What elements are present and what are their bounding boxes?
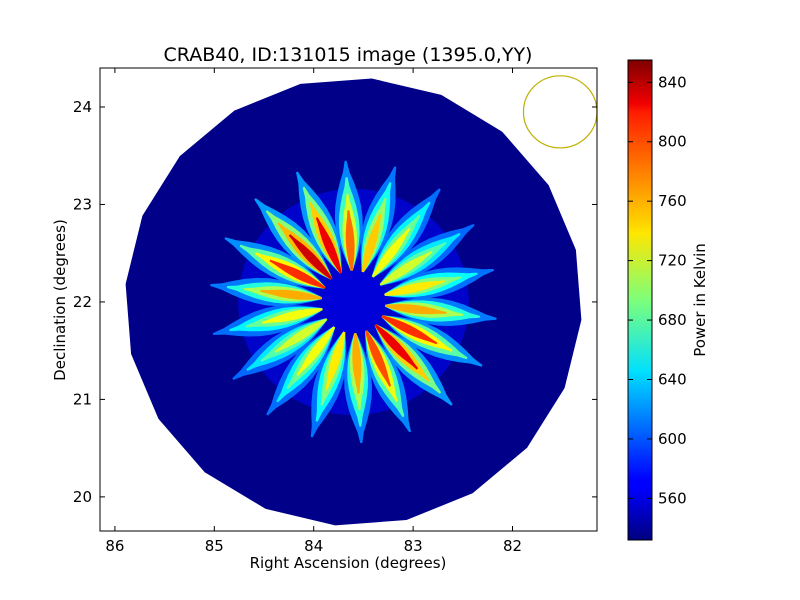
spoke-15: [360, 166, 397, 273]
spoke-10: [210, 277, 322, 307]
spoke-16: [371, 188, 441, 278]
spoke-14: [334, 160, 363, 271]
y-tick-label: 24: [73, 98, 92, 116]
spoke-7: [266, 326, 336, 416]
spoke-9: [212, 305, 323, 337]
spoke-18: [384, 267, 495, 299]
colorbar-tick-label: 560: [658, 489, 687, 507]
y-tick-label: 22: [73, 293, 92, 311]
spoke-2: [381, 315, 483, 367]
spoke-11: [224, 237, 326, 289]
spoke-12: [254, 198, 333, 280]
plot-frame: [99, 67, 598, 532]
x-tick-label: 84: [304, 537, 323, 555]
colorbar-tick-label: 680: [658, 311, 687, 329]
y-axis-label: Declination (degrees): [51, 219, 69, 381]
y-axis: 20 21 22 23 24: [73, 98, 597, 506]
colorbar-tick-label: 760: [658, 192, 687, 210]
spoke-4: [365, 330, 411, 433]
x-axis-label: Right Ascension (degrees): [250, 554, 447, 572]
x-tick-label: 83: [404, 537, 423, 555]
spoke-13: [296, 171, 342, 274]
colorbar-tick-label: 840: [658, 73, 687, 91]
x-tick-label: 85: [205, 537, 224, 555]
x-tick-label: 82: [503, 537, 522, 555]
spoke-17: [379, 223, 475, 286]
colorbar: 560 600 640 680 720 760 800 840 Power in Kelvin: [627, 59, 709, 541]
spoke-5: [344, 333, 372, 444]
center-core: [321, 270, 386, 334]
chart-title: CRAB40, ID:131015 image (1395.0,YY): [164, 44, 533, 66]
colorbar-tick-label: 600: [658, 430, 687, 448]
spoke-3: [374, 324, 453, 406]
spoke-6: [310, 331, 347, 438]
colorbar-ticks: 560 600 640 680 720 760 800 840: [628, 73, 687, 507]
beam-circle: [522, 75, 598, 149]
colorbar-tick-label: 720: [658, 252, 687, 270]
colorbar-tick-label: 800: [658, 133, 687, 151]
y-tick-label: 23: [73, 195, 92, 213]
x-axis: 86 85 84 83 82: [105, 68, 522, 555]
y-tick-label: 21: [73, 390, 92, 408]
spoke-1: [384, 297, 497, 326]
colorbar-label: Power in Kelvin: [691, 243, 709, 357]
colorbar-tick-label: 640: [658, 371, 687, 389]
plot-area: [125, 75, 598, 526]
y-tick-label: 20: [73, 488, 92, 506]
colorbar-gradient: [627, 59, 653, 541]
spoke-8: [232, 318, 328, 380]
x-tick-label: 86: [105, 537, 124, 555]
